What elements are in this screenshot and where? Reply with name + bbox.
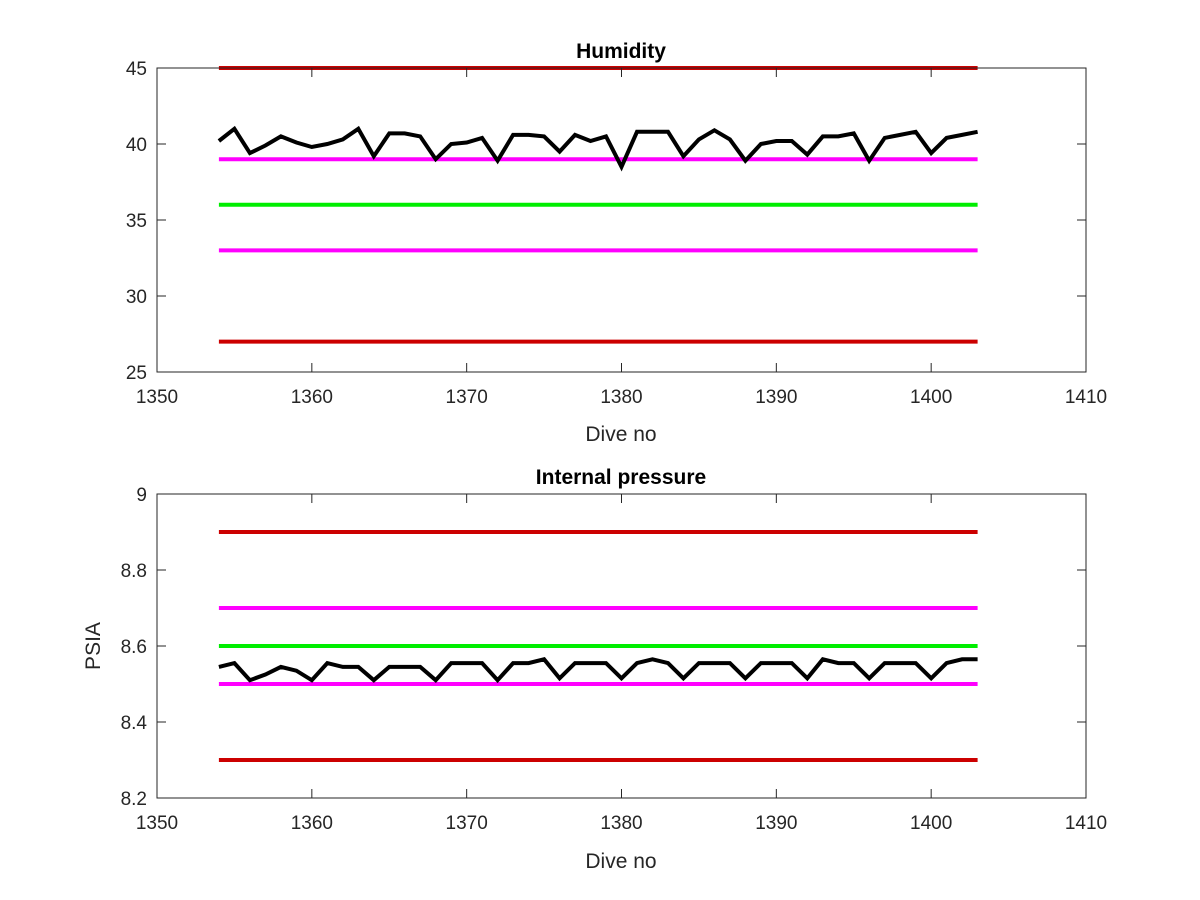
x-tick-label: 1380: [600, 813, 642, 834]
y-tick-label: 25: [126, 363, 147, 384]
axes-frame: [156, 493, 1087, 799]
axes-frame: [156, 67, 1087, 373]
x-tick-label: 1400: [910, 387, 952, 408]
x-tick-label: 1390: [755, 813, 797, 834]
tick-layer: 1350 1360 1370 1380 1390 1400 1410 25 30 35 40 45: [126, 59, 1107, 408]
series-layer: [218, 530, 978, 762]
x-tick-label: 1380: [600, 387, 642, 408]
y-tick-label: 8.8: [121, 561, 147, 582]
y-tick-label: 9: [136, 485, 147, 506]
chart-title: Internal pressure: [536, 466, 706, 489]
x-tick-label: 1350: [136, 813, 178, 834]
y-tick-label: 40: [126, 135, 147, 156]
measurement-series-line: [217, 125, 978, 172]
x-tick-label: 1370: [446, 813, 488, 834]
x-tick-label: 1390: [755, 387, 797, 408]
x-axis-label: Dive no: [585, 423, 656, 446]
x-tick-label: 1410: [1065, 813, 1107, 834]
plot-area-background: [157, 68, 1086, 372]
x-tick-label: 1410: [1065, 387, 1107, 408]
chart-title: Humidity: [576, 40, 666, 63]
x-tick-label: 1350: [136, 387, 178, 408]
y-tick-label: 35: [126, 211, 147, 232]
x-tick-label: 1360: [291, 813, 333, 834]
humidity-axes: 1350 1360 1370 1380 1390 1400 1410 25 30 35 40 45 H…: [126, 40, 1107, 446]
x-tick-label: 1370: [446, 387, 488, 408]
y-tick-label: 8.6: [121, 637, 147, 658]
tick-layer: 1350 1360 1370 1380 1390 1400 1410 8.2 8.4 8.6 8.8…: [121, 485, 1108, 834]
y-tick-label: 8.2: [121, 789, 147, 810]
y-tick-label: 45: [126, 59, 147, 80]
x-tick-label: 1360: [291, 387, 333, 408]
x-tick-label: 1400: [910, 813, 952, 834]
y-axis-label: PSIA: [82, 622, 105, 670]
x-axis-label: Dive no: [585, 850, 656, 873]
y-tick-label: 30: [126, 287, 147, 308]
internal-pressure-axes: 1350 1360 1370 1380 1390 1400 1410 8.2 8.4 8.6 8.8…: [82, 466, 1107, 873]
measurement-series-line: [218, 657, 978, 684]
y-tick-label: 8.4: [121, 713, 148, 734]
